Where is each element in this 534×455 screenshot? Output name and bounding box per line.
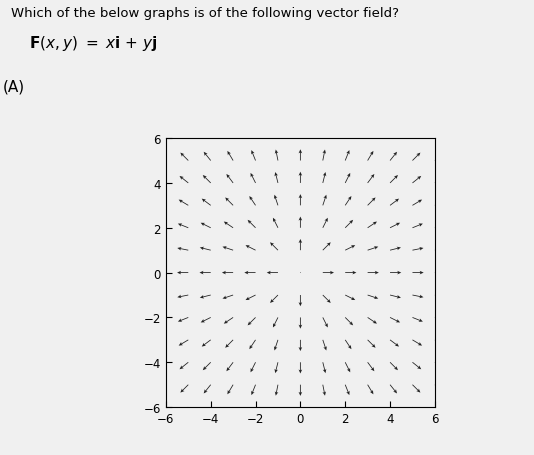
Text: Which of the below graphs is of the following vector field?: Which of the below graphs is of the foll… xyxy=(11,7,399,20)
Text: $\mathbf{F}$$(x,y)$ $=$ $x\mathbf{i}$ $+$ $y\mathbf{j}$: $\mathbf{F}$$(x,y)$ $=$ $x\mathbf{i}$ $+… xyxy=(29,34,158,53)
Text: (A): (A) xyxy=(3,80,25,95)
